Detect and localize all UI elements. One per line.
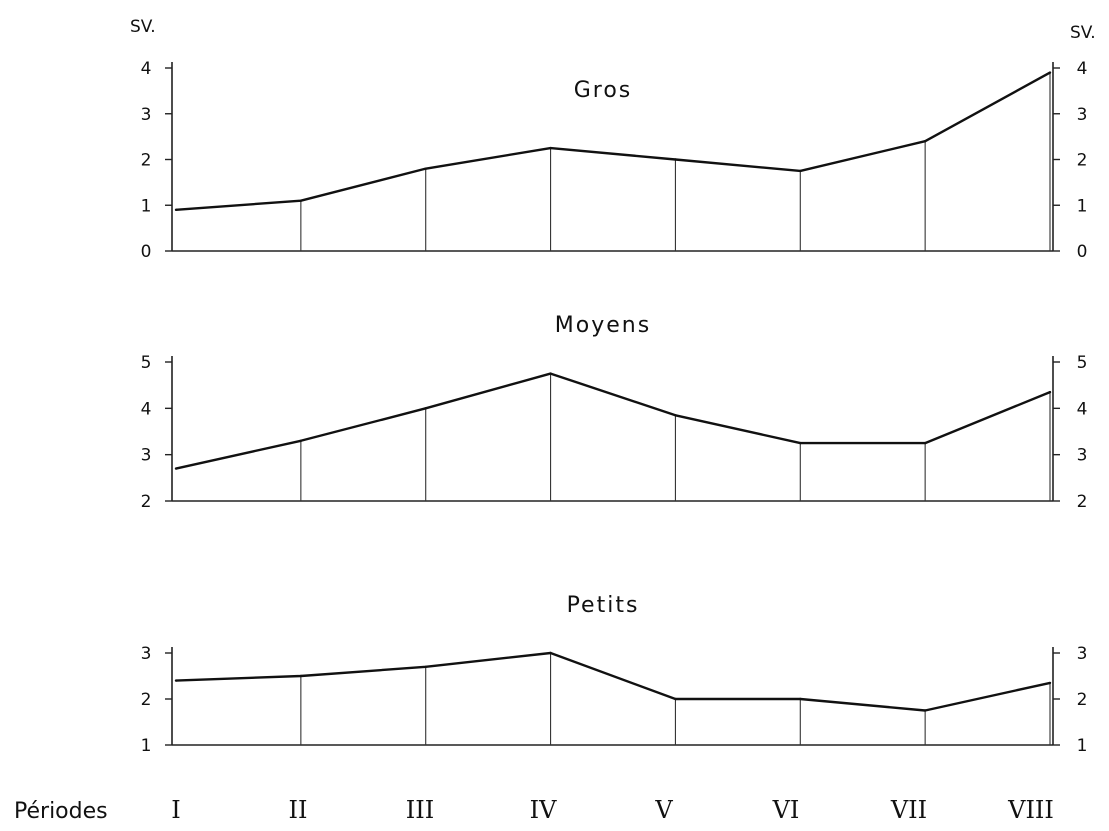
panel-gros: Gros 0 0 1 1 2 2 3 3 4 4 (141, 59, 1088, 262)
x-tick-label: VI (772, 796, 800, 824)
unit-label-right: SV. (1070, 23, 1096, 43)
series-line-moyens (175, 372, 1051, 470)
series-line-petits (175, 651, 1051, 712)
data-point-gros (549, 146, 552, 150)
unit-label-left: SV. (130, 17, 156, 37)
y-tick-label-left-gros: 0 (141, 242, 152, 262)
data-point-gros (299, 199, 303, 202)
y-tick-label-left-petits: 3 (141, 644, 152, 664)
data-point-moyens (299, 439, 303, 442)
data-point-moyens (549, 372, 552, 375)
y-tick-label-left-moyens: 4 (141, 399, 152, 419)
data-point-moyens (674, 414, 677, 417)
x-tick-label: VIII (1007, 796, 1054, 824)
data-point-petits (1048, 681, 1052, 685)
data-point-moyens (799, 441, 802, 445)
x-tick-label: II (289, 796, 308, 824)
x-tick-label: VII (890, 796, 927, 824)
data-point-petits (674, 697, 677, 701)
chart-panels: Gros 0 0 1 1 2 2 3 3 4 4 Moyens 2 2 3 3 4 4 5 5 Petits 1 1 2 2 3 3 (141, 59, 1088, 756)
y-tick-label-right-gros: 0 (1077, 242, 1088, 262)
data-point-gros (674, 158, 677, 161)
y-tick-label-left-moyens: 5 (141, 353, 152, 373)
x-tick-label: V (654, 796, 673, 824)
y-tick-label-right-petits: 3 (1077, 644, 1088, 664)
y-tick-label-right-moyens: 5 (1077, 353, 1088, 373)
x-tick-label: IV (530, 796, 557, 824)
y-tick-label-right-moyens: 2 (1077, 492, 1088, 512)
y-tick-label-left-moyens: 3 (141, 446, 152, 466)
y-tick-label-right-gros: 1 (1077, 196, 1088, 216)
data-point-gros (1048, 71, 1052, 74)
y-tick-label-right-gros: 2 (1077, 151, 1088, 171)
panel-title-gros: Gros (574, 78, 633, 103)
y-tick-label-left-moyens: 2 (141, 492, 152, 512)
data-point-petits (299, 674, 303, 678)
y-tick-label-left-gros: 3 (141, 105, 152, 125)
x-tick-label: III (406, 796, 434, 824)
data-point-gros (799, 169, 802, 173)
data-point-petits (799, 697, 802, 701)
data-point-gros (424, 167, 427, 170)
panel-moyens: Moyens 2 2 3 3 4 4 5 5 (141, 313, 1088, 512)
y-tick-label-left-petits: 2 (141, 690, 152, 710)
y-tick-label-left-gros: 2 (141, 151, 152, 171)
x-tick-label: I (171, 796, 180, 824)
y-tick-label-right-gros: 4 (1077, 59, 1088, 79)
data-point-petits (549, 651, 552, 655)
y-tick-label-right-moyens: 3 (1077, 446, 1088, 466)
x-axis-label: Périodes (14, 799, 108, 824)
y-tick-label-left-gros: 1 (141, 196, 152, 216)
panel-title-moyens: Moyens (555, 313, 651, 338)
panel-petits: Petits 1 1 2 2 3 3 (141, 593, 1088, 756)
y-tick-label-left-gros: 4 (141, 59, 152, 79)
y-tick-label-right-petits: 2 (1077, 690, 1088, 710)
series-line-gros (175, 71, 1051, 212)
y-tick-label-left-petits: 1 (141, 736, 152, 756)
period-labels: I II III IV V VI VII VIII (171, 796, 1054, 824)
panel-title-petits: Petits (567, 593, 640, 618)
data-point-petits (923, 709, 927, 712)
data-point-petits (424, 665, 427, 668)
y-tick-label-right-petits: 1 (1077, 736, 1088, 756)
y-tick-label-right-gros: 3 (1077, 105, 1088, 125)
data-point-moyens (424, 407, 427, 410)
data-point-gros (923, 140, 927, 143)
data-point-moyens (174, 467, 178, 470)
y-tick-label-right-moyens: 4 (1077, 399, 1088, 419)
data-point-petits (174, 679, 178, 682)
data-point-moyens (923, 441, 927, 445)
data-point-gros (174, 208, 178, 212)
data-point-moyens (1048, 390, 1052, 394)
